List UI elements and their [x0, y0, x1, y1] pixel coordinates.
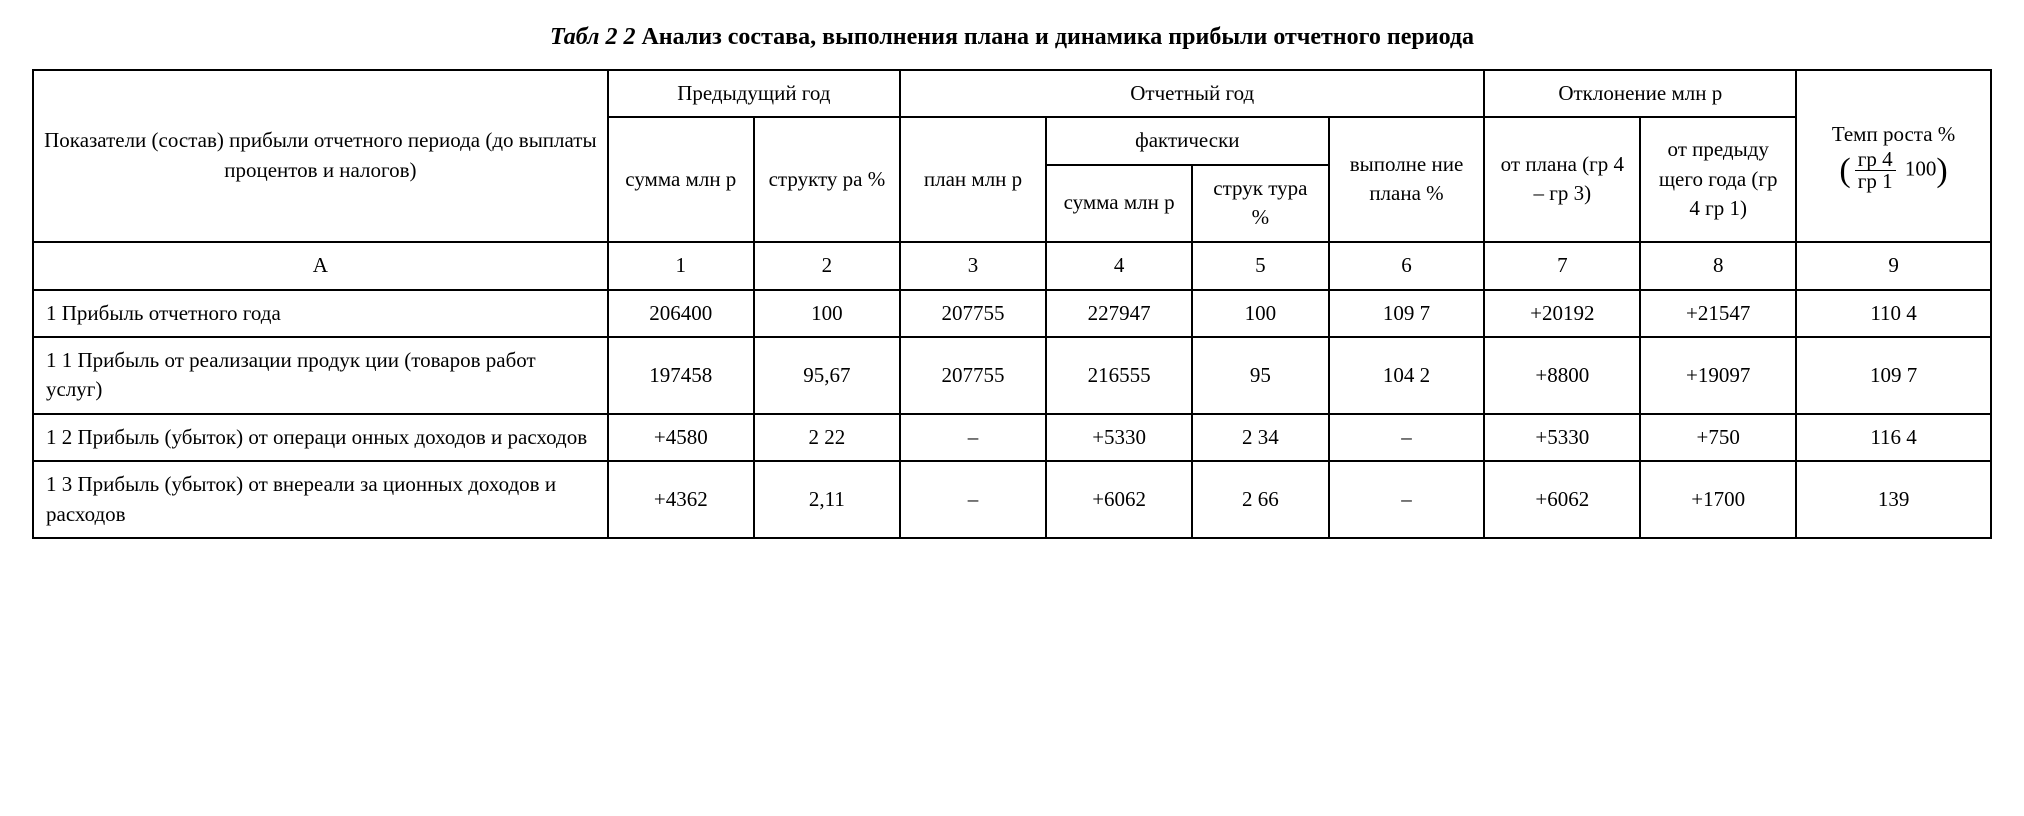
row-label: 1 1 Прибыль от реализации продук ции (то… [33, 337, 608, 414]
cell: 104 2 [1329, 337, 1485, 414]
table-caption: Табл 2 2 Анализ состава, выполнения план… [32, 24, 1992, 51]
open-paren: ( [1839, 157, 1850, 184]
cell: – [1329, 414, 1485, 461]
cell: 110 4 [1796, 290, 1991, 337]
growth-formula: (гр 4гр 1 100) [1807, 149, 1980, 192]
cell: 2 22 [754, 414, 900, 461]
cell: +8800 [1484, 337, 1640, 414]
cell: 95,67 [754, 337, 900, 414]
cell: 95 [1192, 337, 1328, 414]
hdr-deviation: Отклонение млн р [1484, 70, 1796, 117]
cell: +5330 [1484, 414, 1640, 461]
profit-analysis-table: Показатели (состав) прибыли отчетного пе… [32, 69, 1992, 539]
cell: +6062 [1046, 461, 1192, 538]
header-row-1: Показатели (состав) прибыли отчетного пе… [33, 70, 1991, 117]
column-number-row: А 1 2 3 4 5 6 7 8 9 [33, 242, 1991, 290]
close-paren: ) [1936, 157, 1947, 184]
cell: +4362 [608, 461, 754, 538]
cell: +1700 [1640, 461, 1796, 538]
cell: 227947 [1046, 290, 1192, 337]
cell: 216555 [1046, 337, 1192, 414]
growth-mult: 100 [1905, 156, 1937, 180]
hdr-fact-struct: струк тура % [1192, 165, 1328, 242]
cell: 206400 [608, 290, 754, 337]
coln-7: 7 [1484, 242, 1640, 290]
coln-0: А [33, 242, 608, 290]
table-row: 1 1 Прибыль от реализации продук ции (то… [33, 337, 1991, 414]
coln-4: 4 [1046, 242, 1192, 290]
cell: +20192 [1484, 290, 1640, 337]
table-row: 1 2 Прибыль (убыток) от операци онных до… [33, 414, 1991, 461]
hdr-fact-sum: сумма млн р [1046, 165, 1192, 242]
hdr-prev-sum: сумма млн р [608, 117, 754, 241]
cell: +5330 [1046, 414, 1192, 461]
cell: 139 [1796, 461, 1991, 538]
coln-1: 1 [608, 242, 754, 290]
cell: 197458 [608, 337, 754, 414]
hdr-fact: фактически [1046, 117, 1328, 164]
growth-fraction: гр 4гр 1 [1855, 149, 1896, 192]
cell: +21547 [1640, 290, 1796, 337]
cell: – [900, 461, 1046, 538]
caption-text: Анализ состава, выполнения плана и динам… [641, 24, 1474, 50]
coln-2: 2 [754, 242, 900, 290]
cell: 116 4 [1796, 414, 1991, 461]
table-row: 1 3 Прибыль (убыток) от внереали за цион… [33, 461, 1991, 538]
cell: +750 [1640, 414, 1796, 461]
hdr-plan: план млн р [900, 117, 1046, 241]
growth-num: гр 4 [1855, 149, 1896, 171]
cell: 100 [754, 290, 900, 337]
cell: 2 34 [1192, 414, 1328, 461]
cell: 2,11 [754, 461, 900, 538]
hdr-prev-year: Предыдущий год [608, 70, 900, 117]
row-label: 1 3 Прибыль (убыток) от внереали за цион… [33, 461, 608, 538]
cell: 109 7 [1796, 337, 1991, 414]
cell: 100 [1192, 290, 1328, 337]
caption-prefix: Табл 2 2 [550, 24, 636, 50]
coln-8: 8 [1640, 242, 1796, 290]
growth-den: гр 1 [1855, 171, 1896, 192]
growth-label: Темп роста % [1807, 120, 1980, 149]
cell: +19097 [1640, 337, 1796, 414]
cell: – [1329, 461, 1485, 538]
cell: – [900, 414, 1046, 461]
coln-6: 6 [1329, 242, 1485, 290]
hdr-report-year: Отчетный год [900, 70, 1484, 117]
hdr-prev-struct: структу ра % [754, 117, 900, 241]
cell: 207755 [900, 290, 1046, 337]
hdr-exec: выполне ние плана % [1329, 117, 1485, 241]
cell: 109 7 [1329, 290, 1485, 337]
cell: +4580 [608, 414, 754, 461]
table-row: 1 Прибыль отчетного года 206400 100 2077… [33, 290, 1991, 337]
coln-5: 5 [1192, 242, 1328, 290]
hdr-growth: Темп роста % (гр 4гр 1 100) [1796, 70, 1991, 242]
hdr-dev-plan: от плана (гр 4 – гр 3) [1484, 117, 1640, 241]
row-label: 1 Прибыль отчетного года [33, 290, 608, 337]
coln-3: 3 [900, 242, 1046, 290]
cell: +6062 [1484, 461, 1640, 538]
cell: 207755 [900, 337, 1046, 414]
cell: 2 66 [1192, 461, 1328, 538]
hdr-dev-prev: от предыду щего года (гр 4 гр 1) [1640, 117, 1796, 241]
coln-9: 9 [1796, 242, 1991, 290]
row-label: 1 2 Прибыль (убыток) от операци онных до… [33, 414, 608, 461]
hdr-indicator: Показатели (состав) прибыли отчетного пе… [33, 70, 608, 242]
